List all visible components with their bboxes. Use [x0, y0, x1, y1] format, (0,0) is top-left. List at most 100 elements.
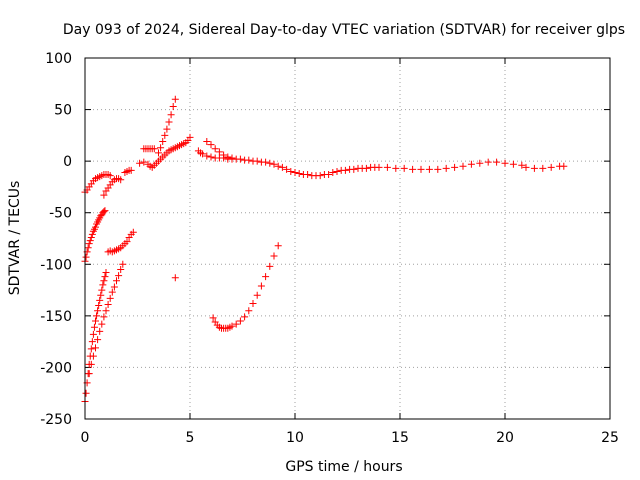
axis-ticks: [84, 57, 611, 420]
data-point: [140, 158, 148, 166]
data-point: [82, 389, 90, 397]
data-point: [270, 252, 278, 260]
data-point: [94, 307, 102, 315]
data-point: [96, 327, 104, 335]
data-point: [459, 162, 467, 170]
data-point: [245, 307, 253, 315]
y-tick-label: -250: [40, 412, 72, 428]
data-point: [96, 296, 104, 304]
data-point: [253, 291, 261, 299]
y-tick-label: -100: [40, 257, 72, 273]
data-point: [270, 160, 278, 168]
data-point: [87, 360, 95, 368]
data-point: [409, 165, 417, 173]
data-point: [232, 320, 240, 328]
x-tick-label: 20: [496, 430, 514, 446]
data-point: [274, 162, 282, 170]
data-point: [375, 163, 383, 171]
chart-title: Day 093 of 2024, Sidereal Day-to-day VTE…: [63, 22, 625, 38]
data-point: [85, 240, 93, 248]
data-point: [186, 133, 194, 141]
data-point: [97, 291, 105, 299]
data-point: [88, 338, 96, 346]
data-point: [129, 228, 137, 236]
data-point: [518, 161, 526, 169]
data-point: [85, 370, 93, 378]
data-point: [392, 164, 400, 172]
data-point: [476, 159, 484, 167]
data-point: [98, 320, 106, 328]
data-point: [207, 153, 215, 161]
data-point: [215, 148, 223, 156]
data-point: [106, 172, 114, 180]
data-point: [484, 158, 492, 166]
data-point: [236, 155, 244, 163]
data-point: [329, 168, 337, 176]
plot-frame: [84, 57, 611, 420]
data-point: [236, 317, 244, 325]
data-point: [165, 118, 173, 126]
data-point: [161, 131, 169, 139]
y-tick-label: -200: [40, 360, 72, 376]
data-point: [150, 145, 158, 153]
data-point: [304, 171, 312, 179]
data-point: [228, 154, 236, 162]
data-point: [266, 262, 274, 270]
data-point: [442, 164, 450, 172]
y-tick-label: -150: [40, 309, 72, 325]
data-point: [274, 242, 282, 250]
data-point: [102, 307, 110, 315]
data-point: [98, 286, 106, 294]
data-point: [157, 144, 165, 152]
data-point: [92, 317, 99, 325]
data-point: [101, 273, 109, 281]
data-point: [84, 244, 92, 252]
data-point: [207, 141, 215, 149]
y-tick-label: 50: [54, 103, 72, 119]
data-point: [350, 165, 358, 173]
data-point: [417, 165, 425, 173]
data-point: [325, 171, 333, 179]
data-point: [199, 150, 207, 158]
data-point: [228, 322, 236, 330]
data-point: [169, 102, 177, 110]
y-tick-labels: -250 -200 -150 -100 -50 0 50 100: [40, 51, 72, 428]
data-point: [278, 163, 286, 171]
data-point: [522, 163, 530, 171]
data-point: [117, 265, 125, 273]
data-point: [89, 330, 97, 338]
y-tick-label: 100: [45, 51, 72, 67]
grid-lines: [85, 58, 610, 419]
x-tick-label: 5: [186, 430, 195, 446]
data-point: [95, 302, 103, 310]
data-point: [102, 269, 110, 277]
data-point: [167, 111, 175, 119]
data-point: [341, 166, 349, 174]
data-point: [101, 207, 109, 215]
x-tick-label: 25: [601, 430, 619, 446]
data-point: [104, 301, 112, 309]
data-point: [245, 156, 253, 164]
y-tick-label: -50: [49, 206, 72, 222]
data-point: [283, 165, 291, 173]
x-tick-label: 15: [391, 430, 409, 446]
data-point: [291, 168, 299, 176]
x-axis-label: GPS time / hours: [285, 459, 402, 475]
data-point: [501, 159, 509, 167]
data-point: [108, 288, 116, 296]
data-point: [241, 313, 249, 321]
data-point: [110, 283, 118, 291]
data-point: [203, 152, 211, 160]
data-point: [262, 273, 270, 281]
data-point: [99, 281, 107, 289]
data-point: [400, 164, 408, 172]
data-point: [253, 157, 261, 165]
data-point: [560, 162, 568, 170]
data-point: [316, 172, 324, 180]
data-point: [434, 165, 442, 173]
data-point: [362, 164, 370, 172]
data-point: [127, 166, 135, 174]
data-point: [383, 163, 391, 171]
data-point: [467, 160, 475, 168]
